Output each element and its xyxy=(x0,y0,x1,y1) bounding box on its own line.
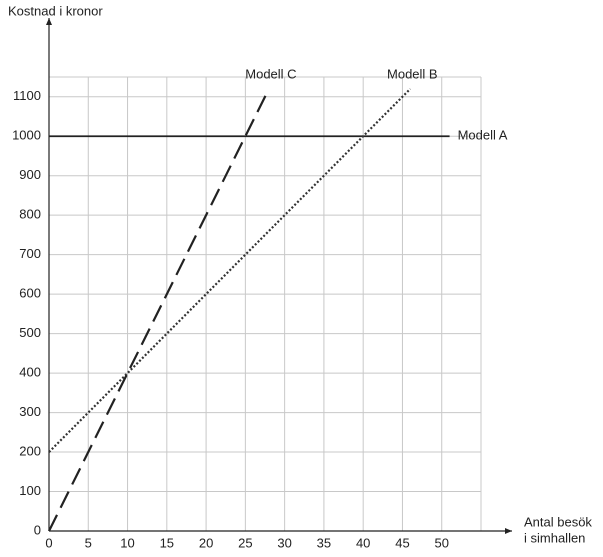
y-tick-label: 400 xyxy=(19,365,41,380)
series-label: Modell B xyxy=(387,66,438,81)
x-axis-arrow xyxy=(505,528,512,534)
x-axis-label: i simhallen xyxy=(524,530,585,545)
y-axis-arrow xyxy=(46,18,52,25)
y-tick-label: 900 xyxy=(19,167,41,182)
y-tick-label: 1100 xyxy=(13,88,41,103)
x-tick-label: 35 xyxy=(317,535,331,550)
x-tick-label: 20 xyxy=(199,535,213,550)
y-tick-label: 200 xyxy=(19,443,41,458)
y-tick-label: 1000 xyxy=(12,128,41,143)
y-tick-label: 600 xyxy=(19,286,41,301)
line-series xyxy=(48,88,412,453)
y-tick-label: 0 xyxy=(34,522,41,537)
y-tick-label: 300 xyxy=(19,404,41,419)
x-tick-label: 45 xyxy=(395,535,409,550)
y-tick-label: 100 xyxy=(19,483,41,498)
x-tick-label: 0 xyxy=(45,535,52,550)
y-tick-label: 500 xyxy=(19,325,41,340)
x-tick-label: 40 xyxy=(356,535,370,550)
x-tick-label: 50 xyxy=(434,535,448,550)
y-tick-label: 800 xyxy=(19,207,41,222)
y-tick-label: 700 xyxy=(19,246,41,261)
series-label: Modell C xyxy=(245,66,296,81)
x-tick-label: 15 xyxy=(160,535,174,550)
x-tick-label: 30 xyxy=(277,535,291,550)
line-series xyxy=(48,88,270,532)
x-tick-label: 10 xyxy=(120,535,134,550)
series-label: Modell A xyxy=(458,128,508,143)
x-tick-label: 25 xyxy=(238,535,252,550)
x-tick-label: 5 xyxy=(85,535,92,550)
x-axis-label: Antal besök xyxy=(524,514,592,529)
y-axis-label: Kostnad i kronor xyxy=(8,3,103,18)
